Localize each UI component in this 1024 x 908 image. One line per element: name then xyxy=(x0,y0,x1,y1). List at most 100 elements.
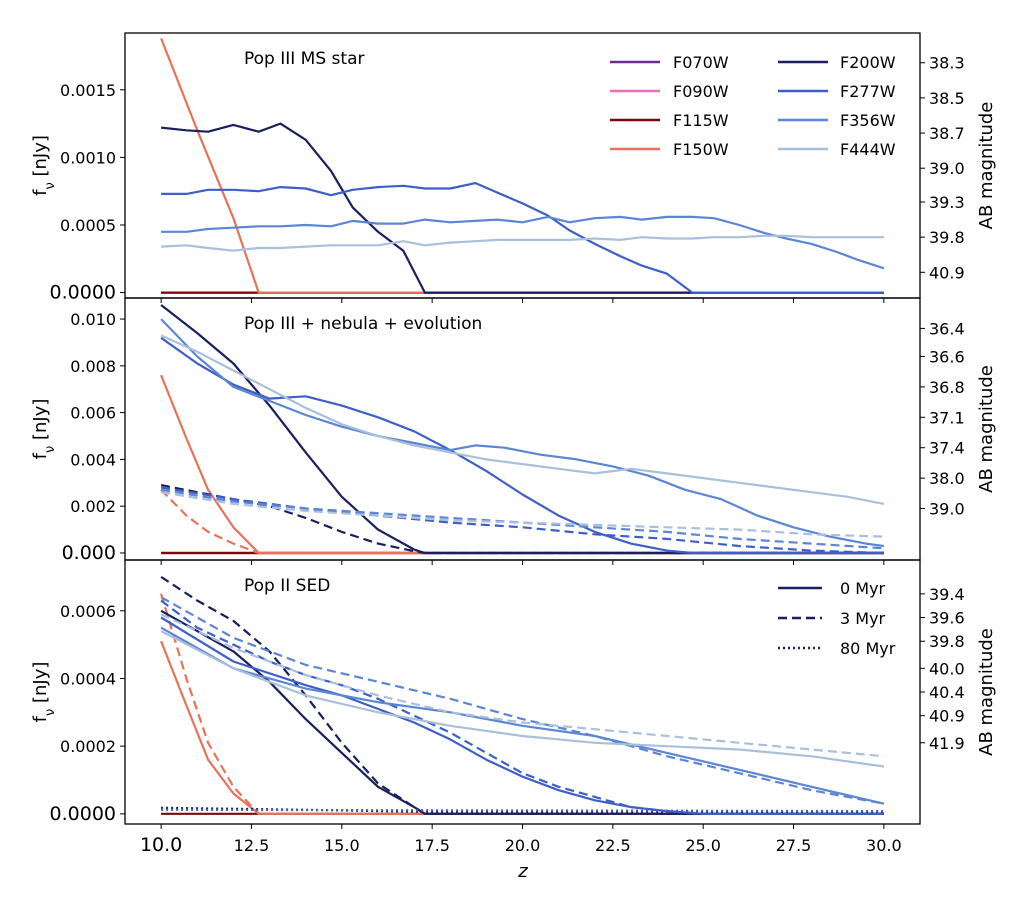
series-f200w-dashed xyxy=(160,484,884,555)
legend-label: F150W xyxy=(673,140,729,159)
legend-label: F444W xyxy=(840,140,896,159)
y-tick-label: 0.004 xyxy=(70,450,116,469)
legend-label: F070W xyxy=(673,53,729,72)
x-tick-label: 10.0 xyxy=(140,834,182,856)
panel-title: Pop III MS star xyxy=(244,49,364,69)
series-f444w-dashed xyxy=(160,491,884,538)
panels-layer: 0.0000 0.0005 0.0010 0.0015 38.3 38.5 38.7 39.0… xyxy=(30,32,997,856)
x-tick-label: 20.0 xyxy=(505,836,541,855)
y-tick-label: 0.002 xyxy=(70,497,116,516)
series-f150w-solid xyxy=(160,640,884,815)
panel-2: 0.000 0.002 0.004 0.006 0.008 0.010 36.4 36.6 36… xyxy=(30,297,997,565)
right-tick-label: 39.0 xyxy=(929,500,965,519)
right-tick-label: 37.1 xyxy=(929,408,965,427)
right-tick-label: 38.3 xyxy=(929,54,965,73)
legend-label: F277W xyxy=(840,82,896,101)
right-tick-label: 36.4 xyxy=(929,319,965,338)
y-tick-label: 0.0000 xyxy=(50,282,116,304)
series-f150w-solid xyxy=(160,37,884,294)
series-f444w-solid xyxy=(160,630,885,768)
series-f444w-dashed xyxy=(160,613,885,758)
series-f356w-solid xyxy=(161,215,885,270)
x-tick-label: 12.5 xyxy=(234,836,270,855)
legend-label: F200W xyxy=(840,53,896,72)
series-group xyxy=(160,575,885,815)
y-tick-label: 0.006 xyxy=(70,404,116,423)
x-tick-label: 22.5 xyxy=(595,836,631,855)
x-tick-label: 25.0 xyxy=(685,836,721,855)
panel-frame xyxy=(124,297,921,561)
y-tick-label: 0.0005 xyxy=(60,216,116,235)
right-axis-label: AB magnitude xyxy=(976,102,997,230)
series-group xyxy=(160,37,885,294)
series-f277w-dashed xyxy=(160,486,884,555)
y-axis-label-subscript: ν xyxy=(43,709,58,716)
series-f277w-solid xyxy=(161,182,884,294)
series-f444w-solid xyxy=(160,334,885,505)
age-legend-label: 0 Myr xyxy=(840,579,886,598)
y-tick-label: 0.0010 xyxy=(60,148,116,167)
right-tick-label: 36.8 xyxy=(929,378,965,397)
right-axis-label: AB magnitude xyxy=(976,628,997,756)
series-group xyxy=(160,304,885,555)
y-axis-label: fν [nJy] xyxy=(30,135,58,196)
series-f200w-solid xyxy=(160,122,884,294)
y-axis-label: fν [nJy] xyxy=(30,399,58,460)
y-axis-label-subscript: ν xyxy=(43,446,58,453)
panel-title: Pop II SED xyxy=(244,576,330,596)
series-f356w-dashed xyxy=(160,596,885,805)
series-f150w-dashed xyxy=(160,489,884,555)
y-tick-label: 0.0002 xyxy=(60,737,116,756)
right-tick-label: 40.4 xyxy=(929,683,965,702)
x-tick-label: 15.0 xyxy=(324,836,360,855)
right-tick-label: 39.3 xyxy=(929,193,965,212)
right-tick-label: 36.6 xyxy=(929,347,965,366)
right-tick-label: 38.0 xyxy=(929,469,965,488)
right-tick-label: 40.9 xyxy=(929,263,965,282)
x-tick-label: 27.5 xyxy=(776,836,812,855)
y-tick-label: 0.010 xyxy=(70,310,116,329)
age-legend-label: 80 Myr xyxy=(840,639,896,658)
age-legend-label: 3 Myr xyxy=(840,609,886,628)
y-tick-label: 0.0015 xyxy=(60,81,116,100)
y-axis-label-subscript: ν xyxy=(43,182,58,189)
right-tick-label: 38.7 xyxy=(929,124,965,143)
series-f200w-dashed xyxy=(160,575,884,815)
filter-legend: F070W F090W F115W F150W F200W F277W F356W F444W xyxy=(610,53,896,159)
right-tick-label: 39.8 xyxy=(929,632,965,651)
right-tick-label: 38.5 xyxy=(929,89,965,108)
x-axis-label: z xyxy=(517,861,528,882)
panel-3: 0.0000 0.0002 0.0004 0.0006 39.4 39.6 39.8 40.0… xyxy=(30,559,997,829)
series-f277w-dotted xyxy=(161,808,884,813)
y-tick-label: 0.0004 xyxy=(60,669,116,688)
right-tick-label: 41.9 xyxy=(929,734,965,753)
series-f200w-solid xyxy=(160,609,884,815)
series-f150w-solid xyxy=(160,374,884,555)
right-tick-label: 39.6 xyxy=(929,609,965,628)
right-tick-label: 37.4 xyxy=(929,439,965,458)
right-axis-label: AB magnitude xyxy=(976,365,997,493)
series-f444w-solid xyxy=(161,234,884,252)
series-f356w-dashed xyxy=(160,488,884,550)
right-tick-label: 39.8 xyxy=(929,228,965,247)
right-tick-label: 40.9 xyxy=(929,707,965,726)
panel-1: 0.0000 0.0005 0.0010 0.0015 38.3 38.5 38.7 39.0… xyxy=(30,32,997,304)
panel-title: Pop III + nebula + evolution xyxy=(244,314,482,334)
x-tick-label: 30.0 xyxy=(866,836,902,855)
age-legend: 0 Myr 3 Myr 80 Myr xyxy=(778,579,896,658)
y-tick-label: 0.008 xyxy=(70,357,116,376)
series-f277w-solid xyxy=(160,616,884,815)
series-f150w-dashed xyxy=(160,593,884,815)
series-f356w-solid xyxy=(160,318,885,548)
y-axis-label: fν [nJy] xyxy=(30,662,58,723)
panel-frame xyxy=(124,32,921,299)
right-tick-label: 39.0 xyxy=(929,159,965,178)
right-tick-label: 40.0 xyxy=(929,659,965,678)
legend-label: F115W xyxy=(673,111,729,130)
y-tick-label: 0.0006 xyxy=(60,602,116,621)
y-tick-label: 0.0000 xyxy=(50,803,116,825)
series-f356w-solid xyxy=(160,626,885,805)
series-f200w-solid xyxy=(160,304,884,555)
legend-label: F090W xyxy=(673,82,729,101)
